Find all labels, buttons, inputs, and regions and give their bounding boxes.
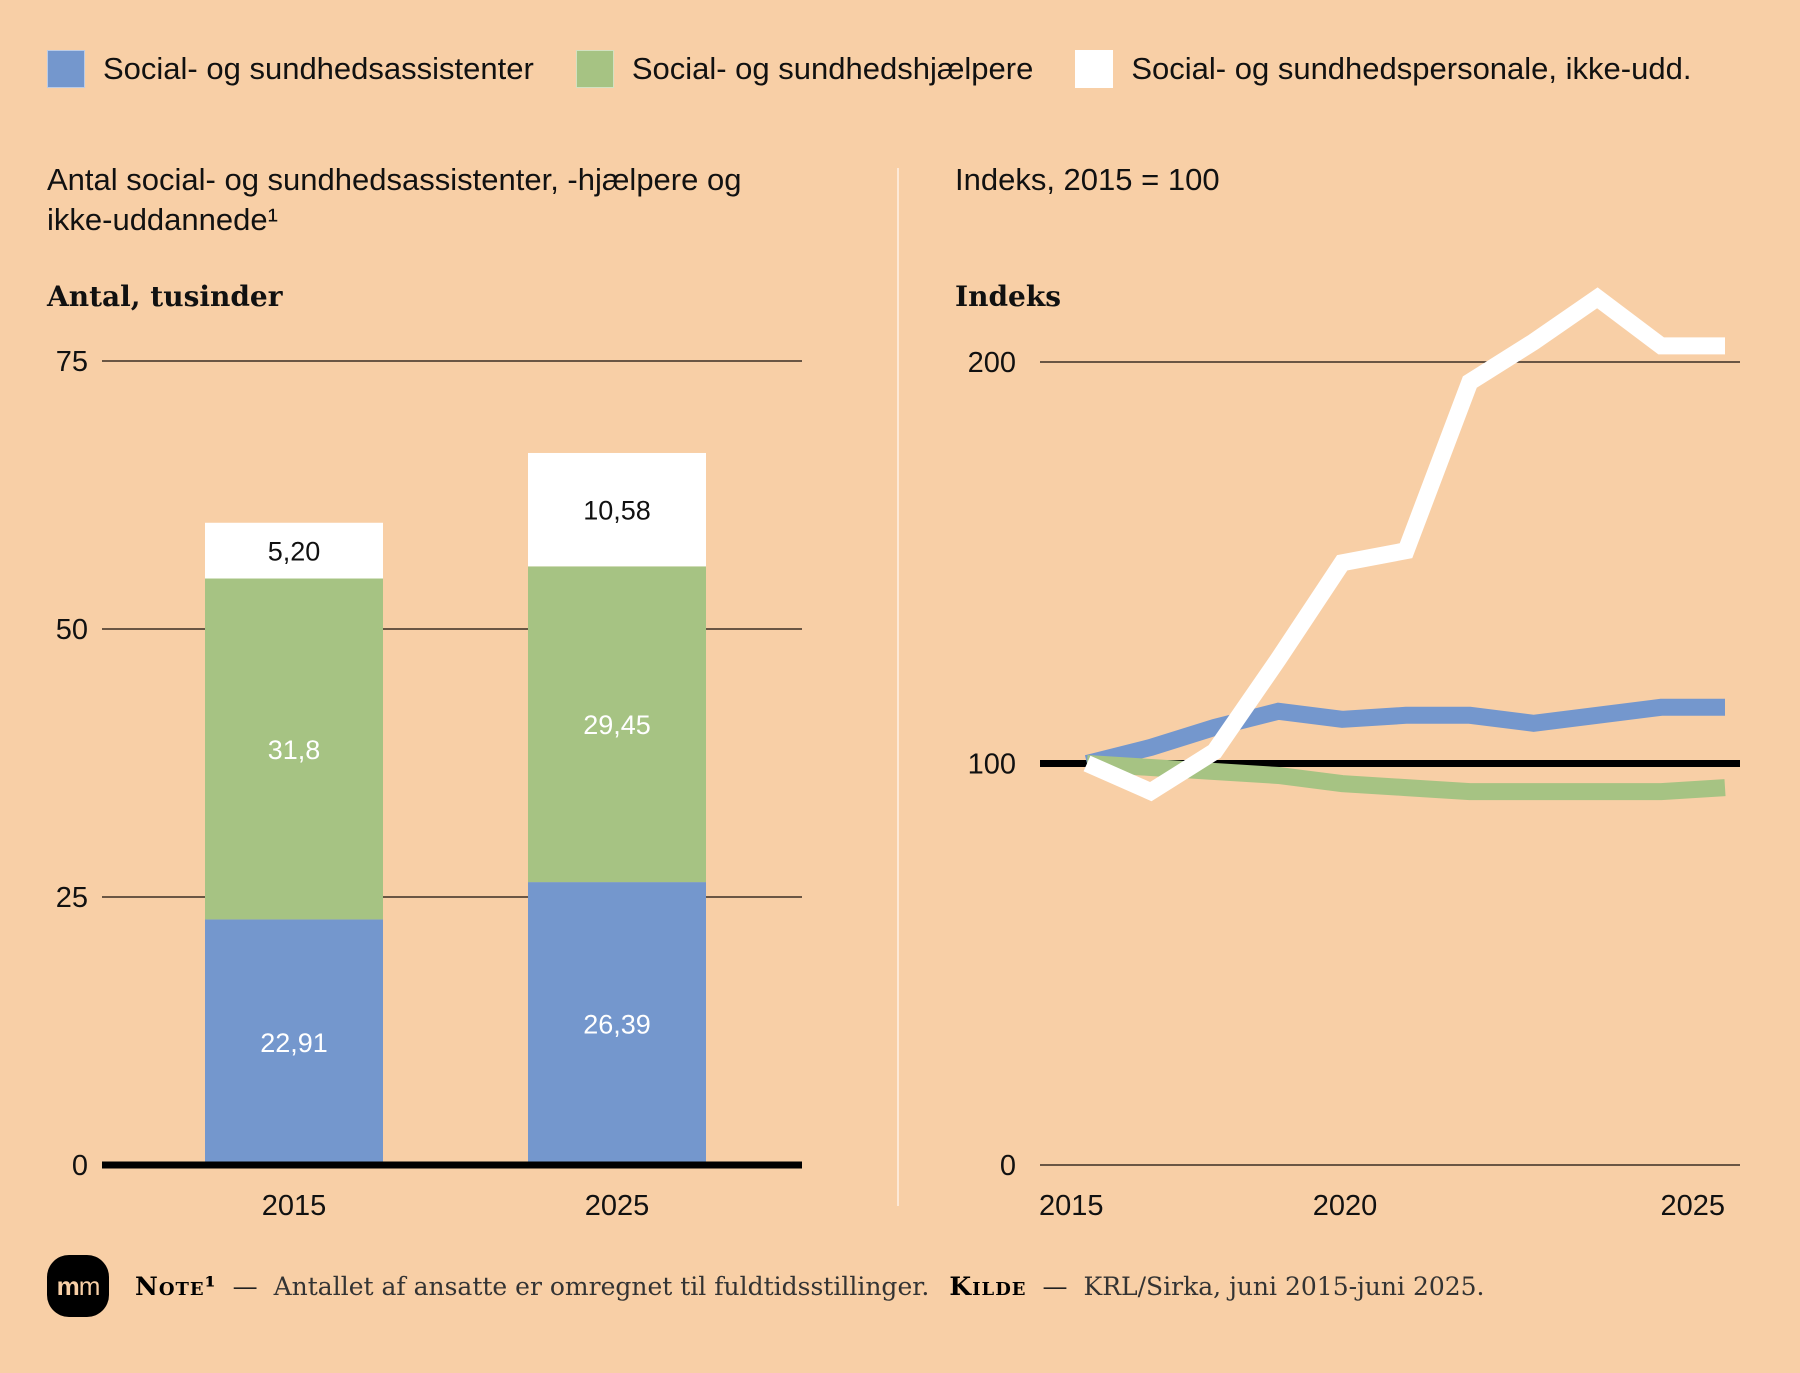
bar-y-tick-label: 75 [56,346,88,378]
line-y-tick-label: 0 [1000,1150,1016,1182]
bar-x-tick-label: 2025 [585,1190,650,1222]
bar-segment [528,882,706,1165]
panel-divider [897,168,899,1206]
bar-value-label: 10,58 [583,496,651,526]
legend-label: Social- og sundhedsassistenter [103,51,534,86]
legend-label: Social- og sundhedshjælpere [631,51,1034,86]
line-series-path [1083,287,1725,802]
bar-value-label: 22,91 [260,1028,328,1058]
bar-value-label: 26,39 [583,1010,651,1040]
bar-segment [205,522,383,579]
legend-label: Social- og sundhedspersonale, ikke-udd. [1131,51,1692,86]
left-subtitle-line-2: ikke-uddannede¹ [47,202,278,237]
line-y-tick-label: 200 [968,347,1016,379]
bar-segment [205,578,383,920]
source-text: KRL/Sirka, juni 2015-juni 2025. [1083,1271,1485,1301]
legend-swatch-assistenter [47,50,85,88]
note-label: Note¹ [135,1271,217,1301]
legend-swatch-ikke-udd [1075,50,1114,88]
bar-value-label: 31,8 [268,735,321,765]
legend-swatch-hjaelpere [575,50,614,88]
bar-value-label: 5,20 [268,537,321,567]
left-chart-subtitle: Antal social- og sundhedsassistenter, -h… [47,160,741,240]
line-x-tick-label: 2015 [1039,1190,1104,1222]
bar-segment [205,919,383,1165]
line-x-tick-label: 2025 [1660,1190,1725,1222]
left-axis-title: Antal, tusinder [47,280,283,313]
line-y-tick-label: 100 [968,749,1016,781]
bar-value-label: 29,45 [583,710,651,740]
note-separator: — [232,1271,258,1301]
logo-letter-light: m [78,1270,101,1301]
legend-item-ikke-udd: Social- og sundhedspersonale, ikke-udd. [1075,50,1691,88]
legend-item-hjaelpere: Social- og sundhedshjælpere [575,50,1034,88]
right-chart-subtitle: Indeks, 2015 = 100 [955,162,1220,197]
source-label: Kilde [949,1271,1027,1301]
left-subtitle-line-1: Antal social- og sundhedsassistenter, -h… [47,162,742,197]
bar-y-tick-label: 25 [56,882,88,914]
bar-y-tick-label: 50 [56,614,88,646]
right-axis-title: Indeks [955,280,1062,313]
note-text: Antallet af ansatte er omregnet til fuld… [273,1271,930,1301]
source-separator: — [1042,1271,1068,1301]
line-x-tick-label: 2020 [1313,1190,1378,1222]
bar-x-tick-label: 2015 [262,1190,327,1222]
bar-segment [528,566,706,883]
bar-y-tick-label: 0 [72,1150,88,1182]
legend-item-assistenter: Social- og sundhedsassistenter [47,50,534,88]
logo-letter-bold: m [56,1270,80,1301]
legend: Social- og sundhedsassistenter Social- o… [47,50,1733,88]
line-series-path [1084,698,1725,772]
bar-segment [528,452,706,567]
